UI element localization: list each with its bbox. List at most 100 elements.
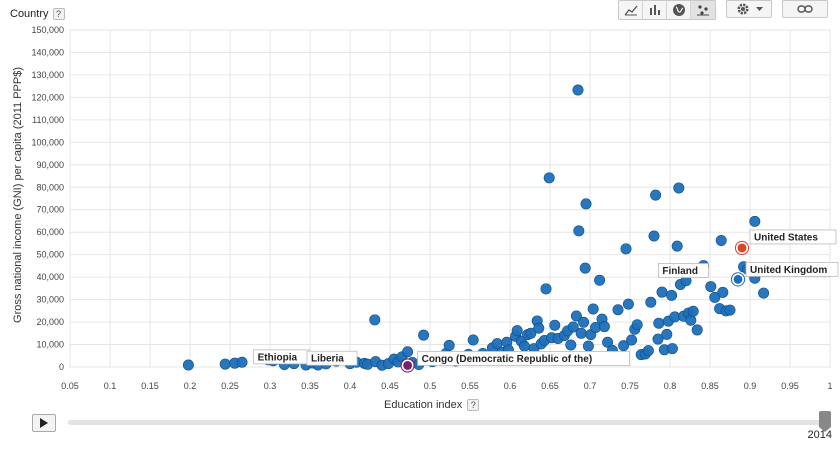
x-tick-label: 0.3 — [264, 381, 277, 391]
gridlines — [69, 29, 831, 368]
data-point — [402, 346, 414, 358]
y-tick-label: 150,000 — [31, 25, 64, 35]
data-point — [525, 327, 537, 339]
color-by-label[interactable]: Country — [10, 8, 49, 20]
x-axis-selector[interactable]: Education index ? — [384, 399, 480, 411]
data-point — [749, 215, 761, 227]
bar-chart-icon — [649, 5, 660, 15]
x-tick-label: 0.6 — [504, 381, 517, 391]
data-point — [705, 281, 717, 293]
callout-box — [658, 263, 709, 278]
chart-type-group — [618, 0, 716, 20]
data-point — [543, 172, 555, 184]
callout-box — [306, 350, 358, 366]
data-point — [511, 325, 523, 337]
bubble-chart-icon — [697, 5, 709, 16]
data-point — [656, 286, 668, 298]
country-callouts: Ethiopia Liberia Congo (Democratic Republi… — [253, 229, 839, 373]
x-tick-label: 0.15 — [141, 381, 159, 391]
callout-ethiopia: Ethiopia — [253, 349, 311, 365]
x-tick-label: 0.1 — [104, 381, 117, 391]
highlight-ring — [734, 240, 750, 256]
y-tick-label: 80,000 — [36, 182, 64, 192]
color-by-selector[interactable]: Country ? — [10, 8, 65, 20]
y-tick-label: 30,000 — [36, 295, 64, 305]
data-point — [631, 319, 643, 331]
bar-chart-button[interactable] — [643, 1, 667, 19]
data-point — [602, 336, 614, 348]
link-button[interactable] — [782, 0, 828, 18]
data-point — [666, 343, 678, 355]
y-tick-label: 10,000 — [36, 340, 64, 350]
x-axis-help-icon[interactable]: ? — [467, 399, 480, 411]
highlight-ring — [730, 272, 746, 287]
x-tick-label: 0.2 — [184, 381, 197, 391]
link-icon — [797, 5, 813, 13]
x-tick-label: 0.35 — [301, 381, 319, 391]
data-point — [540, 283, 552, 295]
callout-label: Ethiopia — [258, 352, 298, 363]
highlight-ring — [400, 358, 415, 373]
data-point — [612, 304, 624, 316]
data-point — [575, 327, 587, 339]
data-point — [671, 240, 683, 252]
chevron-down-icon — [755, 6, 763, 11]
data-point — [567, 321, 579, 333]
callout-label: Congo (Democratic Republic of the) — [422, 354, 593, 365]
map-icon — [672, 4, 685, 16]
data-point — [573, 225, 585, 237]
data-point — [598, 321, 610, 333]
callout-liberia: Liberia — [306, 350, 358, 366]
map-button[interactable] — [667, 1, 691, 19]
callout-box — [745, 261, 839, 277]
data-point — [642, 345, 654, 357]
plot-frame — [69, 29, 831, 368]
data-point — [691, 324, 703, 336]
data-point — [661, 328, 673, 340]
callout-united-states: United States — [734, 229, 837, 256]
line-chart-button[interactable] — [619, 1, 643, 19]
y-tick-label: 120,000 — [31, 92, 64, 102]
y-tick-label: 70,000 — [36, 205, 64, 215]
x-tick-label: 0.05 — [61, 381, 79, 391]
x-tick-label: 0.4 — [344, 381, 357, 391]
data-point — [622, 298, 634, 310]
data-points — [182, 84, 776, 371]
x-tick-label: 0.65 — [541, 381, 559, 391]
data-point — [578, 316, 590, 328]
play-button[interactable] — [32, 414, 56, 432]
highlighted-point — [401, 359, 414, 372]
callout-box — [417, 351, 631, 366]
data-point — [579, 262, 591, 274]
x-tick-label: 0.8 — [664, 381, 677, 391]
scatter-chart: 0 10,000 20,000 30,000 40,000 50,000 60,000 70,… — [31, 25, 839, 391]
y-axis-title: Gross national income (GNI) per capita (… — [12, 67, 24, 323]
settings-button[interactable] — [726, 0, 772, 18]
data-point — [626, 334, 638, 346]
data-point — [709, 291, 721, 303]
data-point — [549, 319, 561, 331]
color-help-icon[interactable]: ? — [52, 8, 65, 20]
data-point — [653, 317, 665, 329]
data-point — [645, 296, 657, 308]
data-point — [758, 287, 770, 299]
data-point — [219, 358, 231, 370]
play-icon — [40, 418, 48, 428]
data-point — [570, 310, 582, 322]
data-point — [620, 243, 632, 255]
x-axis-title[interactable]: Education index — [384, 399, 463, 411]
data-point — [443, 339, 455, 351]
y-tick-label: 20,000 — [36, 317, 64, 327]
timeline-slider-handle[interactable] — [819, 411, 831, 432]
data-point — [717, 286, 729, 298]
y-axis-ticks: 0 10,000 20,000 30,000 40,000 50,000 60,000 70,… — [31, 25, 64, 372]
timeline-slider-track[interactable] — [68, 420, 824, 425]
data-point — [418, 329, 430, 341]
data-point — [533, 322, 545, 334]
callout-label: United States — [754, 232, 818, 243]
callout-box — [749, 229, 837, 245]
y-tick-label: 40,000 — [36, 272, 64, 282]
gear-icon — [737, 3, 748, 15]
data-point — [650, 189, 662, 201]
bubble-chart-button[interactable] — [691, 1, 715, 19]
